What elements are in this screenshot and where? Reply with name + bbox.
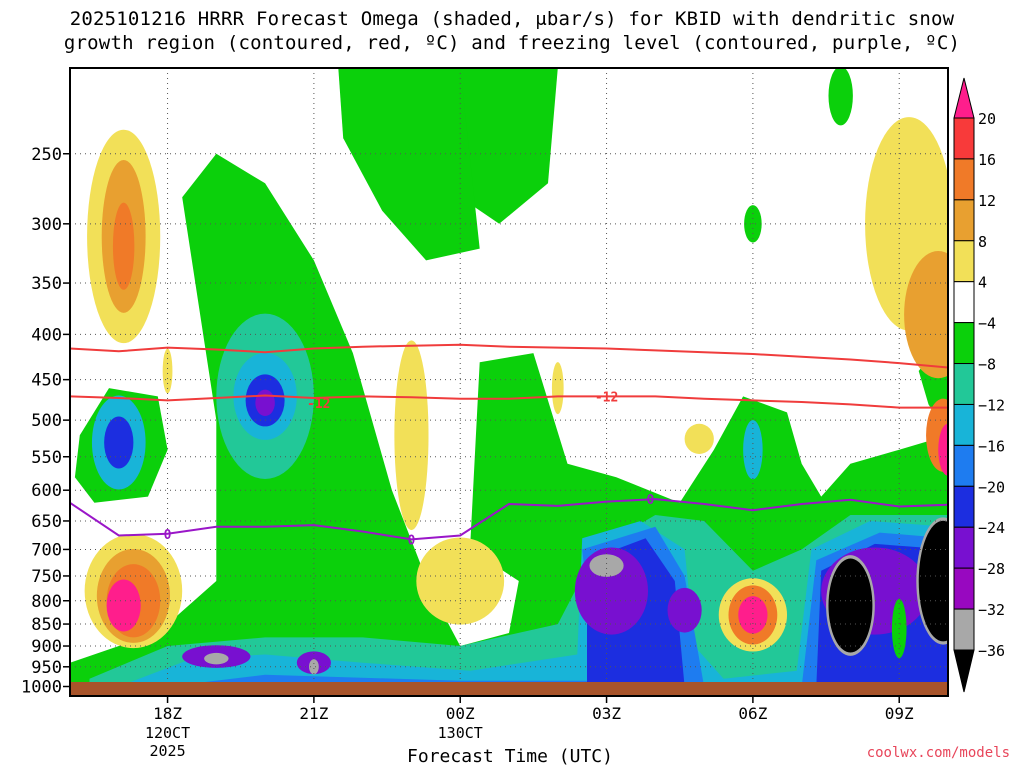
y-tick-label: 350 xyxy=(31,274,62,294)
yellow-streak-02z xyxy=(551,362,564,415)
contours: -12 -12 0 0 0 xyxy=(70,343,948,548)
x-tick-label: 21Z xyxy=(299,704,328,723)
colorbar-swatch xyxy=(953,117,975,160)
colorbar-label: 4 xyxy=(978,274,987,292)
colorbar-label: −12 xyxy=(978,396,1005,414)
colorbar-label: −16 xyxy=(978,437,1005,455)
y-tick-label: 250 xyxy=(31,145,62,165)
y-tick-label: 1000 xyxy=(21,678,62,698)
yellow-streak-23z xyxy=(394,340,429,531)
x-tick-label: 00Z xyxy=(446,704,475,723)
y-tick-label: 950 xyxy=(31,658,62,678)
y-tick-label: 500 xyxy=(31,411,62,431)
x-tick-sublabel: 2025 xyxy=(149,742,185,760)
colorbar-label: −4 xyxy=(978,315,996,333)
y-tick-label: 400 xyxy=(31,325,62,345)
contour-label: 0 xyxy=(408,533,416,548)
purple-core-04z xyxy=(667,587,702,633)
teal-layer xyxy=(89,515,948,691)
colorbar-label: −36 xyxy=(978,642,1005,660)
colorbar: 20 16 12 8 4 −4 −8 −12 −16 −20 −24 −28 −32 −36 xyxy=(953,77,1005,693)
colorbar-label: 12 xyxy=(978,192,996,210)
black-core-10z xyxy=(918,520,948,642)
ground-band xyxy=(70,682,948,696)
x-tick-label: 06Z xyxy=(738,704,767,723)
black-core-08z xyxy=(828,558,873,653)
colorbar-label: −32 xyxy=(978,601,1005,619)
purple-core-20z xyxy=(255,389,275,417)
colorbar-label: 16 xyxy=(978,151,996,169)
x-tick-sublabel: 130CT xyxy=(438,724,483,742)
pink-core-17z-lower xyxy=(106,579,141,632)
colorbar-swatch xyxy=(953,403,975,446)
colorbar-arrow-bottom xyxy=(953,649,975,693)
contour-label: -12 xyxy=(307,397,330,412)
colorbar-swatch xyxy=(953,608,975,651)
yellow-streak-18z xyxy=(162,348,173,394)
contour-label: 0 xyxy=(164,528,172,543)
colorbar-swatch xyxy=(953,199,975,242)
colorbar-swatch xyxy=(953,158,975,201)
colorbar-swatch xyxy=(953,567,975,610)
gray-core-21z xyxy=(309,659,319,675)
x-axis-label: Forecast Time (UTC) xyxy=(407,746,613,767)
colorbar-label: −24 xyxy=(978,519,1005,537)
gray-core-03z xyxy=(589,554,624,577)
colorbar-swatch xyxy=(953,281,975,324)
colorbar-swatch xyxy=(953,444,975,487)
omega-shading xyxy=(70,68,948,691)
y-tick-label: 800 xyxy=(31,592,62,612)
y-tick-label: 550 xyxy=(31,448,62,468)
colorbar-arrow-top xyxy=(953,77,975,119)
green-streak-top-right xyxy=(828,68,853,126)
x-tick-label: 18Z xyxy=(153,704,182,723)
colorbar-swatch xyxy=(953,485,975,528)
y-tick-label: 850 xyxy=(31,615,62,635)
chart-title-line2: growth region (contoured, red, ºC) and f… xyxy=(63,32,961,54)
orange-core-17z-upper xyxy=(112,202,135,290)
y-tick-label: 650 xyxy=(31,512,62,532)
y-tick-label: 900 xyxy=(31,637,62,657)
contour-line-minus12 xyxy=(70,394,948,409)
credit-text: coolwx.com/models xyxy=(866,745,1010,761)
colorbar-label: −20 xyxy=(978,478,1005,496)
colorbar-swatch xyxy=(953,526,975,569)
gray-core-19z xyxy=(204,652,229,665)
y-tick-label: 600 xyxy=(31,481,62,501)
contour-line-minus12 xyxy=(70,343,948,369)
colorbar-swatch xyxy=(953,363,975,405)
x-tick-sublabel: 120CT xyxy=(145,724,190,742)
y-tick-label: 300 xyxy=(31,215,62,235)
green-region-top-left xyxy=(338,68,480,261)
x-tick-label: 09Z xyxy=(885,704,914,723)
chart-title-line1: 2025101216 HRRR Forecast Omega (shaded, … xyxy=(69,8,955,30)
cyan-core-06z xyxy=(743,420,763,480)
contour-label: -12 xyxy=(595,390,618,405)
colorbar-swatch xyxy=(953,322,975,365)
contour-label: 0 xyxy=(647,493,655,508)
y-axis: 2503003504004505005506006507007508008509… xyxy=(21,145,70,698)
colorbar-label: −8 xyxy=(978,356,996,374)
yellow-streak-05z xyxy=(684,423,714,454)
yellow-core-00z xyxy=(416,537,505,625)
colorbar-label: 20 xyxy=(978,110,996,128)
y-tick-label: 450 xyxy=(31,371,62,391)
colorbar-label: −28 xyxy=(978,560,1005,578)
y-tick-label: 750 xyxy=(31,567,62,587)
blue-core-17z xyxy=(104,416,134,469)
plot-frame xyxy=(69,67,949,697)
x-tick-label: 03Z xyxy=(592,704,621,723)
pink-core-10z xyxy=(938,423,948,476)
contour-line-0 xyxy=(70,498,948,541)
colorbar-label: 8 xyxy=(978,233,987,251)
y-tick-label: 700 xyxy=(31,540,62,560)
colorbar-swatch xyxy=(953,240,975,283)
